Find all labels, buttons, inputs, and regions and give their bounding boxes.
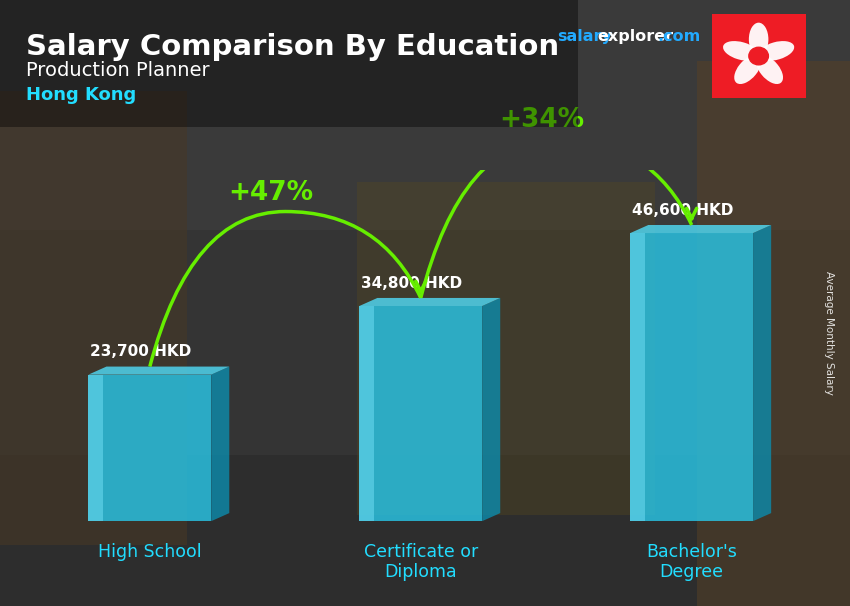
Ellipse shape: [723, 41, 759, 61]
Polygon shape: [211, 367, 230, 521]
Text: explorer: explorer: [598, 29, 674, 44]
Bar: [0, 0, 850, 230]
Polygon shape: [630, 225, 771, 233]
Bar: [360, 306, 374, 521]
Text: 34,800 HKD: 34,800 HKD: [361, 276, 462, 291]
Circle shape: [749, 47, 768, 65]
Bar: [88, 375, 103, 521]
Bar: [0, 454, 850, 606]
Text: Hong Kong: Hong Kong: [26, 86, 136, 104]
Bar: [0, 91, 187, 545]
Ellipse shape: [734, 55, 762, 84]
Text: salary: salary: [557, 29, 612, 44]
Text: Salary Comparison By Education: Salary Comparison By Education: [26, 33, 558, 61]
Ellipse shape: [749, 22, 768, 56]
Bar: [630, 233, 753, 521]
Text: Production Planner: Production Planner: [26, 61, 209, 79]
Bar: [357, 182, 654, 515]
Text: 46,600 HKD: 46,600 HKD: [632, 203, 734, 218]
Text: .com: .com: [657, 29, 700, 44]
Bar: [630, 233, 645, 521]
Polygon shape: [482, 298, 500, 521]
Bar: [697, 61, 850, 606]
Polygon shape: [360, 298, 500, 306]
Text: +47%: +47%: [229, 180, 314, 206]
Polygon shape: [88, 367, 230, 375]
Ellipse shape: [756, 55, 783, 84]
Bar: [360, 306, 482, 521]
Ellipse shape: [758, 41, 794, 61]
Polygon shape: [753, 225, 771, 521]
Text: 23,700 HKD: 23,700 HKD: [90, 344, 191, 359]
Bar: [88, 375, 211, 521]
Text: Average Monthly Salary: Average Monthly Salary: [824, 271, 834, 395]
Text: +34%: +34%: [499, 107, 584, 133]
